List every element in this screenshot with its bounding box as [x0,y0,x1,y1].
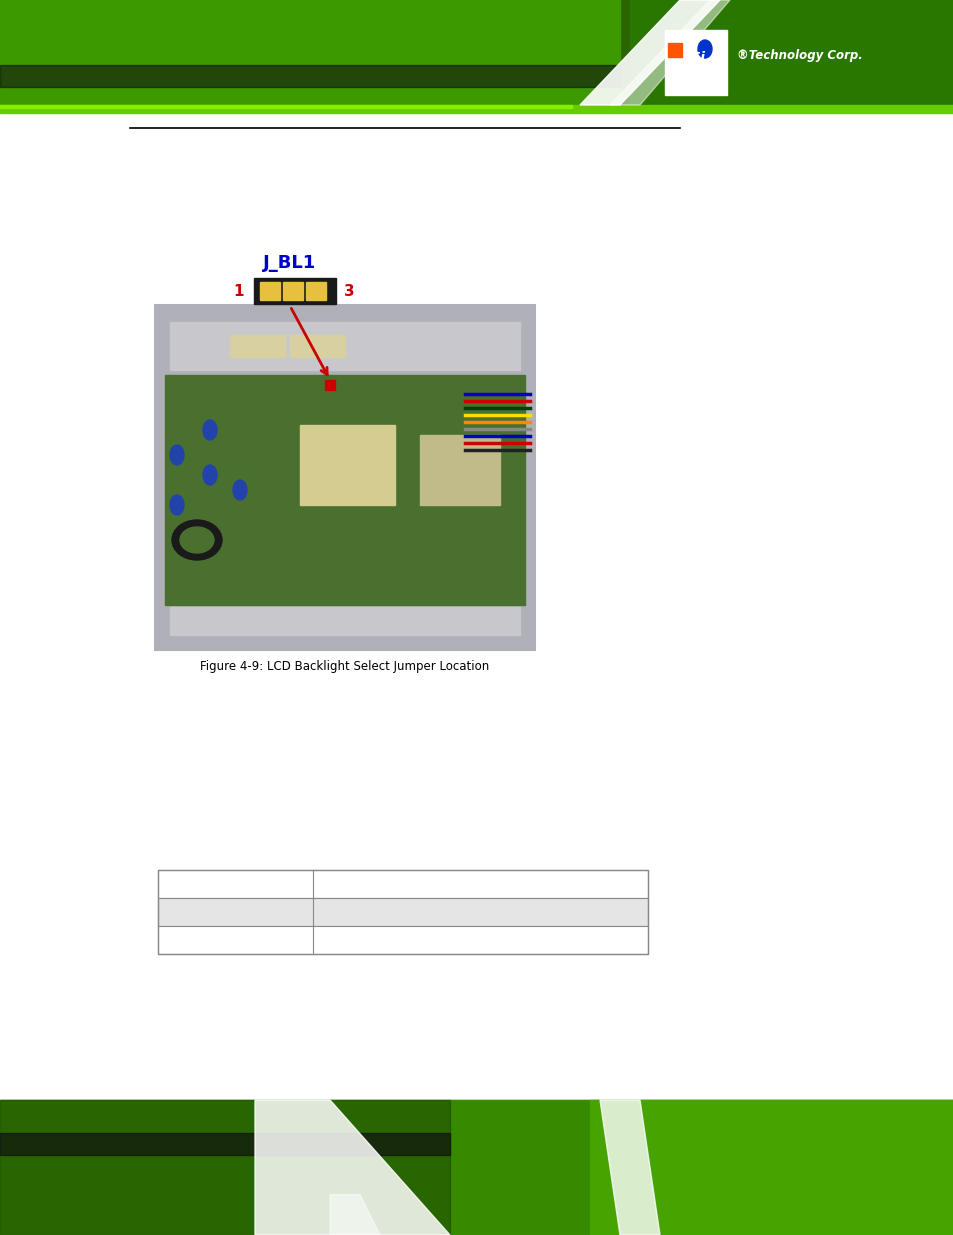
Polygon shape [609,0,729,105]
Text: 3: 3 [344,284,355,299]
Ellipse shape [203,420,216,440]
Bar [325,380,335,390]
Bar [0,1100,953,1235]
Bar [158,869,647,953]
Polygon shape [330,1194,379,1235]
Bar [0,1132,450,1155]
Bar [299,425,395,505]
Bar [0,0,619,105]
Bar [158,898,647,926]
Text: iEi: iEi [686,51,705,65]
Bar [664,30,726,95]
Bar [165,375,524,605]
Polygon shape [579,0,720,105]
Text: J_BL1: J_BL1 [263,254,316,272]
Bar [0,105,572,107]
Ellipse shape [170,495,184,515]
Text: Figure 4-9: LCD Backlight Select Jumper Location: Figure 4-9: LCD Backlight Select Jumper … [200,659,489,673]
Ellipse shape [233,480,247,500]
Bar [0,1100,450,1235]
Text: ®Technology Corp.: ®Technology Corp. [737,48,862,62]
Bar [260,282,280,300]
Bar [158,926,647,953]
Bar [230,335,285,357]
Bar [158,869,647,898]
Bar [667,43,681,57]
Bar [283,282,303,300]
Bar [589,1100,953,1235]
Ellipse shape [203,466,216,485]
Bar [306,282,326,300]
Polygon shape [254,1100,450,1235]
Bar [253,278,335,304]
Polygon shape [599,1100,659,1235]
Bar [170,322,519,370]
Ellipse shape [180,527,213,553]
Text: 1: 1 [233,284,244,299]
Bar [0,1100,953,1235]
Ellipse shape [698,40,711,58]
Ellipse shape [172,520,222,559]
Bar [170,606,519,635]
Bar [0,105,953,112]
Bar [154,305,535,650]
Bar [0,65,619,86]
Ellipse shape [170,445,184,466]
Bar [290,335,345,357]
Bar [629,0,953,105]
Bar [419,435,499,505]
Bar [0,0,953,105]
